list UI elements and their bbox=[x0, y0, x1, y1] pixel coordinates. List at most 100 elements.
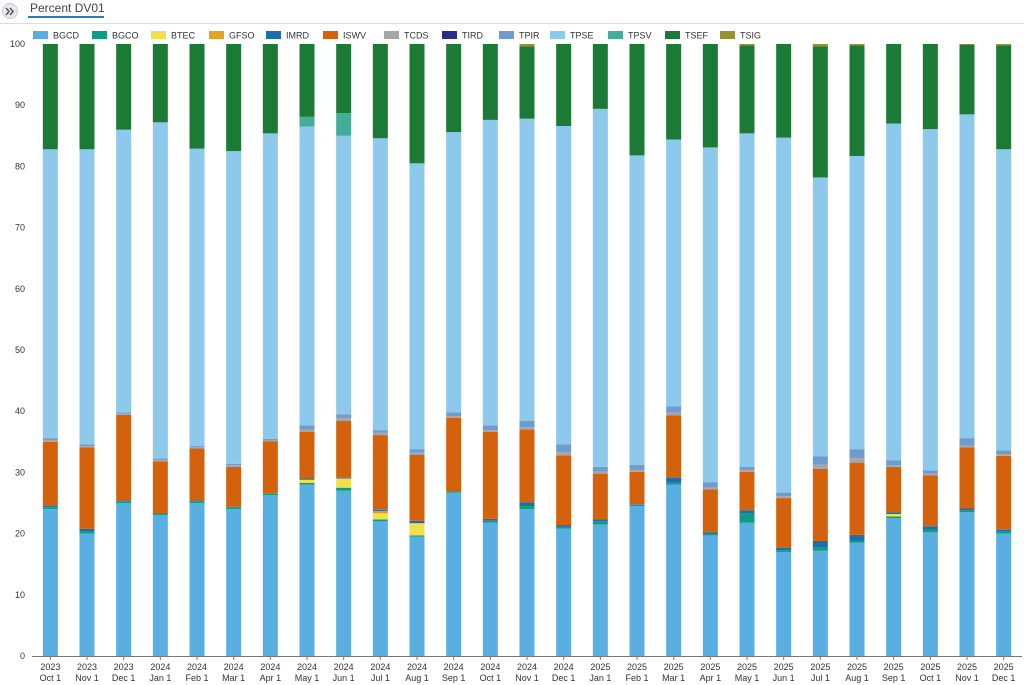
bar-segment-bgcd bbox=[556, 528, 572, 656]
bar-segment-iswv bbox=[702, 489, 718, 533]
legend-item-gfso[interactable]: GFSO bbox=[209, 31, 255, 41]
bar-segment-tcds bbox=[959, 445, 975, 448]
bar-segment-bgcd bbox=[152, 515, 168, 656]
bar-segment-bgcd bbox=[629, 506, 645, 656]
bar-segment-tsef bbox=[262, 44, 278, 134]
bar-segment-bgco bbox=[372, 519, 388, 522]
legend-item-tpsv[interactable]: TPSV bbox=[608, 31, 652, 41]
bar-2024-jan-1[interactable] bbox=[152, 44, 168, 656]
x-tick-date: Dec 1 bbox=[992, 673, 1016, 683]
y-tick-label: 10 bbox=[15, 590, 25, 600]
bar-2025-jun-1[interactable] bbox=[776, 44, 792, 656]
bar-2024-nov-1[interactable] bbox=[519, 44, 535, 656]
bar-segment-tpse bbox=[336, 135, 352, 415]
bar-2025-apr-1[interactable] bbox=[702, 44, 718, 656]
bar-2025-feb-1[interactable] bbox=[629, 44, 645, 656]
bar-segment-imrd bbox=[959, 508, 975, 511]
bar-2024-sep-1[interactable] bbox=[446, 44, 462, 656]
bar-segment-bgco bbox=[482, 520, 498, 523]
legend-item-bgco[interactable]: BGCO bbox=[92, 31, 139, 41]
bar-2024-dec-1[interactable] bbox=[556, 44, 572, 656]
bar-2025-oct-1[interactable] bbox=[922, 44, 938, 656]
legend-swatch bbox=[608, 31, 623, 39]
bar-2023-oct-1[interactable] bbox=[42, 44, 58, 656]
x-tick-date: Jun 1 bbox=[773, 673, 795, 683]
x-tick-date: Dec 1 bbox=[112, 673, 136, 683]
bar-segment-tpse bbox=[849, 156, 865, 450]
bar-segment-iswv bbox=[226, 466, 242, 507]
bar-2025-jan-1[interactable] bbox=[592, 44, 608, 656]
bar-2023-nov-1[interactable] bbox=[79, 44, 95, 656]
bar-segment-tpir bbox=[446, 412, 462, 417]
x-tick-year: 2025 bbox=[884, 662, 904, 672]
bar-segment-tcds bbox=[776, 496, 792, 499]
bar-segment-tpir bbox=[262, 438, 278, 440]
bar-2025-nov-1[interactable] bbox=[959, 44, 975, 656]
bar-segment-tpir bbox=[482, 425, 498, 431]
legend-item-iswv[interactable]: ISWV bbox=[323, 31, 366, 41]
bar-segment-bgco bbox=[409, 535, 425, 537]
bar-segment-tpse bbox=[226, 151, 242, 464]
legend-item-tpse[interactable]: TPSE bbox=[550, 31, 594, 41]
bar-2024-may-1[interactable] bbox=[299, 44, 315, 656]
bar-segment-bgco bbox=[152, 514, 168, 516]
bar-2024-apr-1[interactable] bbox=[262, 44, 278, 656]
bar-segment-tpir bbox=[372, 430, 388, 433]
bar-segment-bgco bbox=[666, 482, 682, 485]
bar-2023-dec-1[interactable] bbox=[116, 44, 132, 656]
bar-segment-tpir bbox=[812, 456, 828, 465]
legend-item-tird[interactable]: TIRD bbox=[442, 31, 483, 41]
bar-2025-mar-1[interactable] bbox=[666, 44, 682, 656]
y-tick-label: 60 bbox=[15, 284, 25, 294]
x-tick-date: Aug 1 bbox=[845, 673, 869, 683]
legend-item-bgcd[interactable]: BGCD bbox=[33, 31, 80, 41]
legend-label: TSEF bbox=[685, 31, 709, 41]
legend-item-tpir[interactable]: TPIR bbox=[499, 31, 540, 41]
bar-segment-tpse bbox=[152, 122, 168, 459]
bar-2025-jul-1[interactable] bbox=[812, 44, 828, 656]
legend-item-tsef[interactable]: TSEF bbox=[665, 31, 709, 41]
bar-segment-bgcd bbox=[262, 495, 278, 656]
legend-item-tcds[interactable]: TCDS bbox=[384, 31, 429, 41]
bar-2025-dec-1[interactable] bbox=[996, 44, 1012, 656]
bar-segment-tsef bbox=[702, 44, 718, 148]
bar-segment-tpir bbox=[886, 460, 902, 466]
double-chevron-right-icon[interactable] bbox=[2, 3, 18, 19]
bar-2024-jun-1[interactable] bbox=[336, 44, 352, 656]
legend-swatch bbox=[209, 31, 224, 39]
bar-2024-jul-1[interactable] bbox=[372, 44, 388, 656]
bar-2024-feb-1[interactable] bbox=[189, 44, 205, 656]
legend-item-btec[interactable]: BTEC bbox=[151, 31, 196, 41]
bar-segment-imrd bbox=[189, 500, 205, 502]
tab-percent-dv01[interactable]: Percent DV01 bbox=[30, 1, 105, 15]
bar-segment-tcds bbox=[446, 416, 462, 418]
bar-segment-tsef bbox=[446, 44, 462, 133]
bar-segment-tcds bbox=[556, 452, 572, 456]
legend-item-imrd[interactable]: IMRD bbox=[266, 31, 309, 41]
bar-segment-bgcd bbox=[79, 533, 95, 656]
bar-segment-tsef bbox=[226, 44, 242, 152]
bar-segment-bgco bbox=[226, 507, 242, 510]
legend-swatch bbox=[442, 31, 457, 39]
bar-2024-mar-1[interactable] bbox=[226, 44, 242, 656]
bar-segment-imrd bbox=[886, 512, 902, 515]
bar-segment-tpir bbox=[226, 463, 242, 466]
legend-label: TPIR bbox=[519, 31, 540, 41]
bar-segment-bgcd bbox=[886, 518, 902, 656]
legend-item-tsig[interactable]: TSIG bbox=[720, 31, 761, 41]
bar-segment-tpse bbox=[996, 149, 1012, 451]
bar-segment-tcds bbox=[152, 459, 168, 462]
bar-2024-aug-1[interactable] bbox=[409, 44, 425, 656]
bar-2025-sep-1[interactable] bbox=[886, 44, 902, 656]
bar-2024-oct-1[interactable] bbox=[482, 44, 498, 656]
legend-label: BGCO bbox=[112, 31, 139, 41]
bar-segment-tsef bbox=[629, 44, 645, 156]
bar-segment-bgcd bbox=[959, 512, 975, 656]
bar-segment-bgcd bbox=[226, 509, 242, 656]
legend-swatch bbox=[323, 31, 338, 39]
bar-segment-iswv bbox=[922, 475, 938, 527]
bar-2025-may-1[interactable] bbox=[739, 44, 755, 656]
bar-2025-aug-1[interactable] bbox=[849, 44, 865, 656]
x-tick-date: Oct 1 bbox=[920, 673, 942, 683]
bar-segment-tsef bbox=[776, 44, 792, 138]
